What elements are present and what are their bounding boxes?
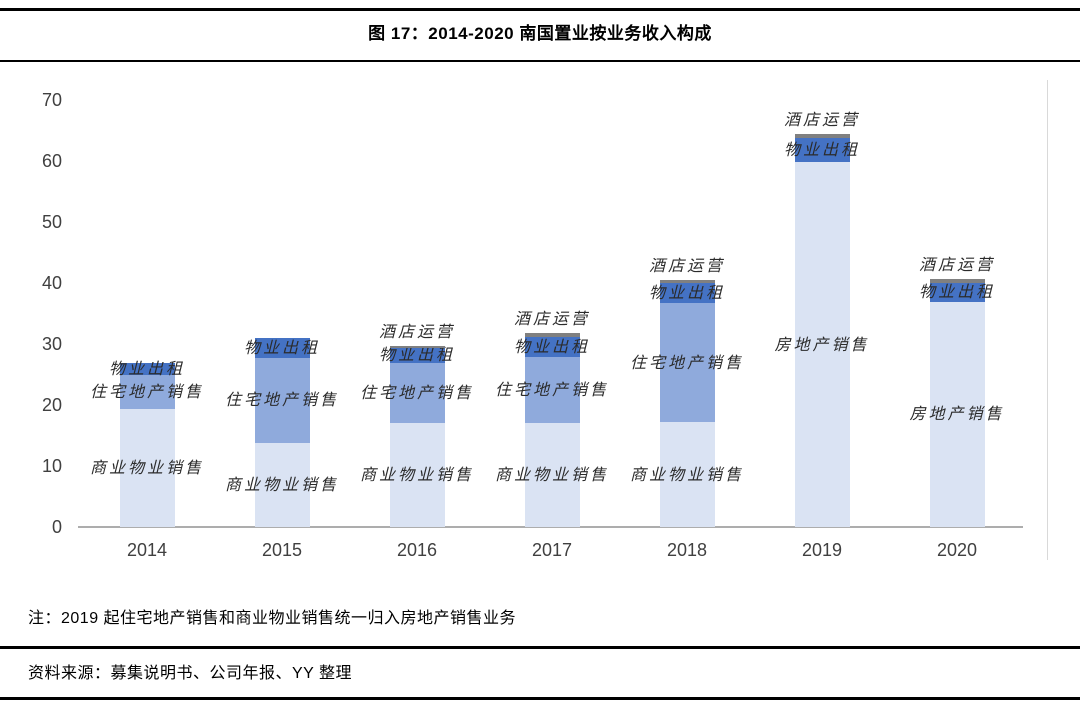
y-axis-tick-60: 60 — [41, 151, 62, 171]
y-axis-tick-40: 40 — [41, 273, 62, 293]
segment-label-2020-酒店运营: 酒店运营 — [918, 254, 996, 274]
segment-label-2016-商业物业销售: 商业物业销售 — [359, 465, 475, 485]
bar-segment-2020-物业出租 — [929, 283, 985, 302]
segment-label-2020-物业出租: 物业出租 — [918, 282, 996, 302]
segment-label-2017-住宅地产销售: 住宅地产销售 — [494, 380, 610, 400]
segment-label-2019-物业出租: 物业出租 — [783, 140, 861, 160]
bar-segment-2017-商业物业销售 — [524, 423, 580, 527]
x-axis-line — [78, 526, 1023, 528]
y-axis-tick-20: 20 — [41, 395, 62, 415]
plot-right-border — [1047, 80, 1048, 560]
bar-segment-2018-物业出租 — [659, 283, 715, 304]
x-axis-label-2018: 2018 — [666, 540, 708, 560]
bar-segment-2017-住宅地产销售 — [524, 356, 580, 424]
segment-label-2018-酒店运营: 酒店运营 — [648, 255, 726, 275]
x-axis-label-2017: 2017 — [531, 540, 573, 560]
x-axis-label-2020: 2020 — [936, 540, 978, 560]
segment-label-2018-商业物业销售: 商业物业销售 — [629, 464, 745, 484]
bar-segment-2014-住宅地产销售 — [119, 375, 175, 410]
y-axis-tick-70: 70 — [41, 90, 62, 110]
segment-label-2015-住宅地产销售: 住宅地产销售 — [224, 390, 340, 410]
segment-label-2016-住宅地产销售: 住宅地产销售 — [359, 383, 475, 403]
note-divider — [0, 646, 1080, 649]
bar-segment-2016-住宅地产销售 — [389, 362, 445, 424]
segment-label-2019-房地产销售: 房地产销售 — [774, 334, 870, 354]
x-axis-label-2014: 2014 — [126, 540, 168, 560]
bar-segment-2015-住宅地产销售 — [254, 358, 310, 443]
y-axis-tick-30: 30 — [41, 334, 62, 354]
bar-segment-2017-物业出租 — [524, 337, 580, 357]
segment-label-2016-物业出租: 物业出租 — [378, 345, 456, 365]
bottom-divider — [0, 697, 1080, 700]
x-axis-label-2019: 2019 — [801, 540, 843, 560]
figure-title: 图 17：2014-2020 南国置业按业务收入构成 — [368, 24, 712, 43]
bar-segment-2016-商业物业销售 — [389, 423, 445, 527]
bar-segment-2020-房地产销售 — [929, 301, 985, 527]
bar-segment-2019-酒店运营 — [794, 134, 850, 138]
segment-label-2014-住宅地产销售: 住宅地产销售 — [89, 382, 205, 402]
chart-footnote: 注：2019 起住宅地产销售和商业物业销售统一归入房地产销售业务 — [28, 610, 517, 627]
segment-label-2018-住宅地产销售: 住宅地产销售 — [629, 352, 745, 372]
bar-segment-2017-酒店运营 — [524, 333, 580, 338]
y-axis-tick-50: 50 — [41, 212, 62, 232]
segment-label-2020-房地产销售: 房地产销售 — [909, 404, 1005, 424]
segment-label-2015-商业物业销售: 商业物业销售 — [224, 474, 340, 494]
bar-segment-2016-物业出租 — [389, 347, 445, 363]
segment-label-2018-物业出租: 物业出租 — [648, 283, 726, 303]
bar-segment-2018-商业物业销售 — [659, 422, 715, 527]
y-axis-tick-10: 10 — [41, 456, 62, 476]
segment-label-2017-商业物业销售: 商业物业销售 — [494, 465, 610, 485]
segment-label-2014-物业出租: 物业出租 — [108, 359, 186, 378]
segment-label-2014-商业物业销售: 商业物业销售 — [89, 458, 205, 478]
segment-label-2019-酒店运营: 酒店运营 — [783, 110, 861, 130]
bar-segment-2014-商业物业销售 — [119, 409, 175, 527]
bar-segment-2014-物业出租 — [119, 362, 175, 376]
x-axis-label-2015: 2015 — [261, 540, 303, 560]
segment-label-2016-酒店运营: 酒店运营 — [378, 321, 456, 341]
bar-segment-2020-酒店运营 — [929, 278, 985, 283]
top-divider — [0, 8, 1080, 11]
bar-segment-2016-酒店运营 — [389, 345, 445, 348]
bar-segment-2018-住宅地产销售 — [659, 303, 715, 423]
segment-label-2017-酒店运营: 酒店运营 — [513, 309, 591, 329]
bar-segment-2019-房地产销售 — [794, 162, 850, 527]
bar-segment-2015-商业物业销售 — [254, 442, 310, 527]
bar-segment-2015-物业出租 — [254, 337, 310, 359]
bar-segment-2018-酒店运营 — [659, 279, 715, 283]
x-axis-label-2016: 2016 — [396, 540, 438, 560]
segment-label-2017-物业出租: 物业出租 — [513, 337, 591, 357]
title-divider — [0, 60, 1080, 62]
y-axis-tick-0: 0 — [51, 517, 62, 537]
bar-segment-2019-物业出租 — [794, 137, 850, 163]
segment-label-2015-物业出租: 物业出租 — [243, 337, 321, 357]
data-source: 资料来源：募集说明书、公司年报、YY 整理 — [28, 665, 353, 682]
